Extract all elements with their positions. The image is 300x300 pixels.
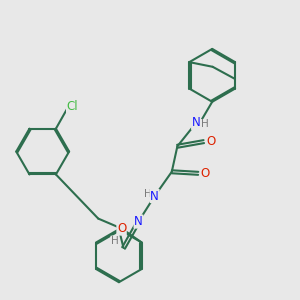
Text: H: H [111,236,119,246]
Text: N: N [150,190,159,202]
Text: O: O [206,135,215,148]
Text: O: O [200,167,210,180]
Text: O: O [117,222,126,235]
Text: Cl: Cl [67,100,78,113]
Text: H: H [202,119,209,130]
Text: N: N [134,215,143,228]
Text: N: N [192,116,200,129]
Text: H: H [144,188,152,199]
